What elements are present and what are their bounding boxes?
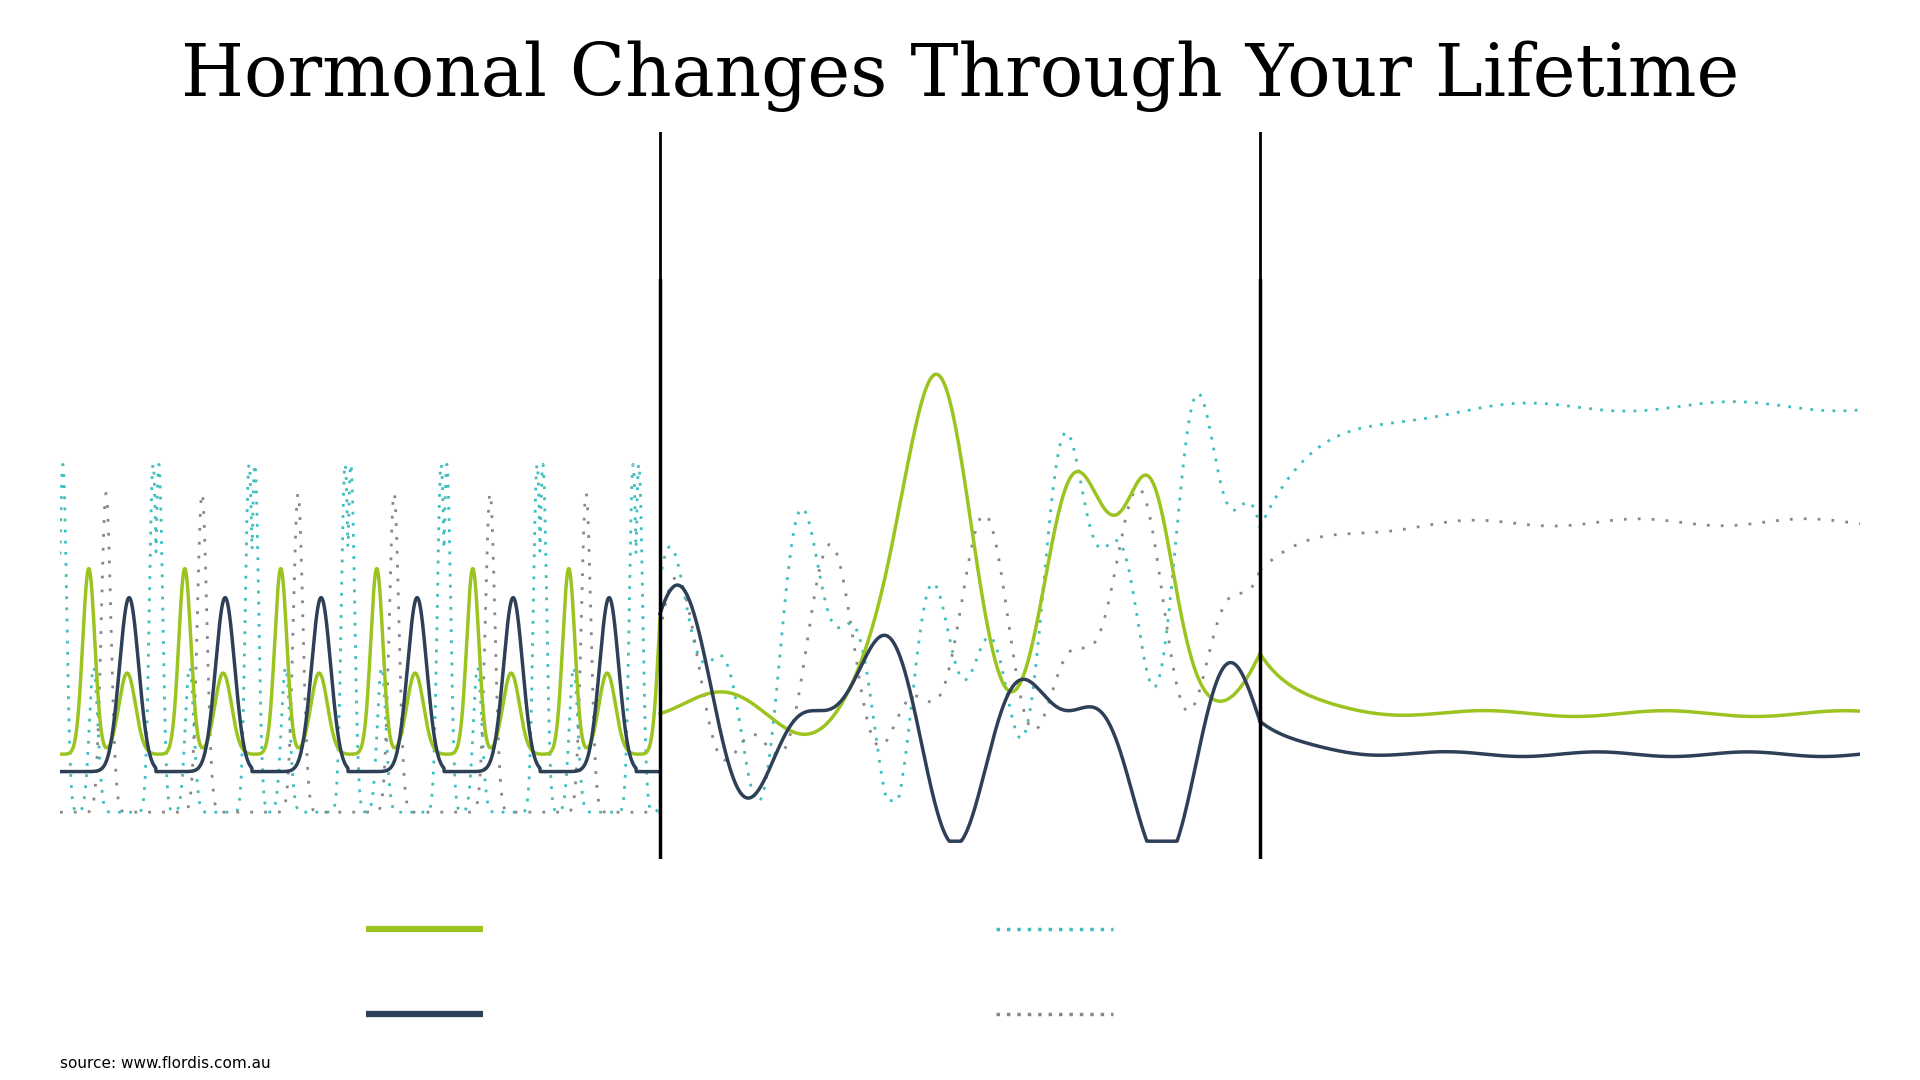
Text: Progesterone: Progesterone <box>501 998 745 1029</box>
Text: Hormonal Changes Through Your Lifetime: Hormonal Changes Through Your Lifetime <box>180 41 1740 112</box>
Text: Premenopause: Premenopause <box>179 187 541 229</box>
Text: Estrogen: Estrogen <box>501 914 662 945</box>
Text: Perimenopause: Perimenopause <box>772 187 1148 229</box>
Text: Postmenopause: Postmenopause <box>1367 187 1753 229</box>
Text: Follicle-stimulating hormone: Follicle-stimulating hormone <box>1131 914 1649 945</box>
Text: Luteinizing Hormone: Luteinizing Hormone <box>1131 998 1507 1029</box>
Text: source: www.flordis.com.au: source: www.flordis.com.au <box>60 1056 271 1071</box>
